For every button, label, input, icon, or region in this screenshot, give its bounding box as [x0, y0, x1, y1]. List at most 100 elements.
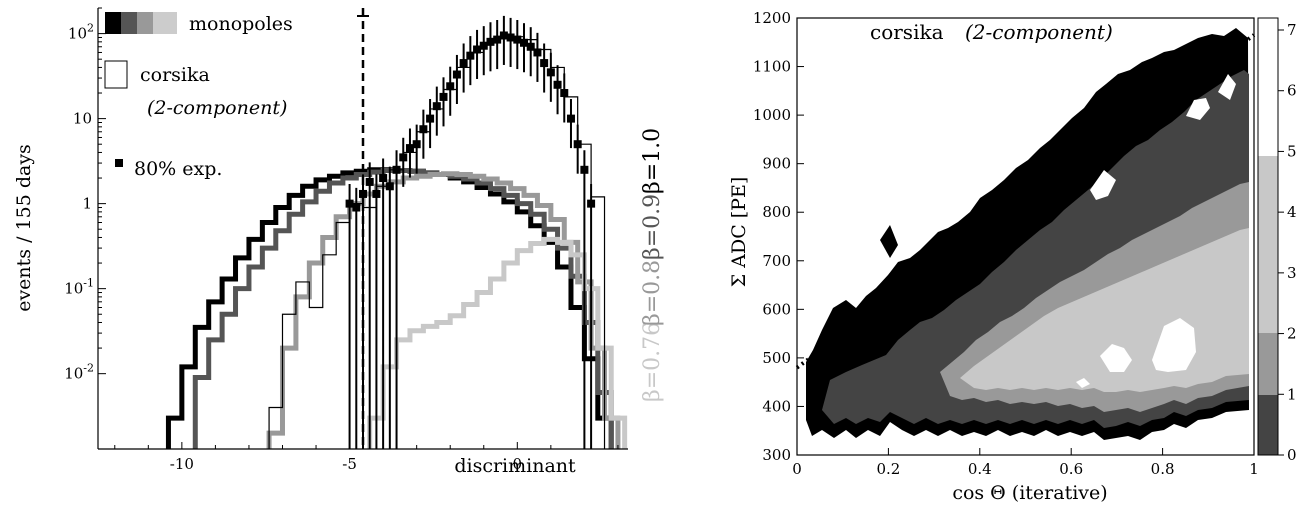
beta-label-0.9: β=0.9 [640, 194, 665, 260]
exp-point [546, 68, 555, 77]
exp-point [520, 38, 529, 47]
contour-title: corsika (2-component) [870, 20, 1113, 44]
contour-y-tick-label: 300 [762, 446, 791, 464]
contour-x-tick-label: 0 [792, 460, 802, 478]
contour-level-5 [1100, 344, 1132, 372]
contour-y-ticks: 300 400 500 600 700 800 900 1000 1100 1200 [753, 9, 804, 464]
exp-point [533, 48, 542, 57]
colorbar-band-4 [1258, 18, 1278, 156]
exp-point [553, 80, 562, 89]
y-axis-label: events / 155 days [13, 144, 35, 312]
colorbar-tick-label: 5 [1287, 142, 1297, 160]
x-ticks: -10 -5 0 [114, 442, 619, 473]
exp-point [359, 189, 367, 198]
exp-point [432, 102, 441, 111]
contour-x-ticks: 0 0.2 0.4 0.6 0.8 1 [792, 448, 1259, 478]
exp-point [412, 140, 421, 149]
colorbar-tick-label: 6 [1287, 82, 1297, 100]
contour-x-tick-label: 0.8 [1151, 460, 1175, 478]
contour-level-5-c [1076, 378, 1090, 388]
colorbar-frame [1257, 17, 1279, 456]
exp-point [580, 165, 589, 174]
contour-y-tick-label: 500 [762, 349, 791, 367]
x-tick-label: -5 [342, 455, 357, 473]
contour-y-tick-label: 600 [762, 300, 791, 318]
exp-point [446, 82, 455, 91]
contour-y-tick-label: 1200 [753, 9, 791, 27]
exp-point [399, 153, 408, 162]
y-tick-label: 102 [68, 22, 94, 43]
y-tick-label: 10-2 [64, 362, 94, 383]
contour-x-tick-label: 1 [1249, 460, 1259, 478]
colorbar: 0 1 2 3 4 5 6 7 [1257, 17, 1297, 464]
colorbar-tick-label: 2 [1287, 325, 1297, 343]
beta-label-1.0: β=1.0 [640, 128, 665, 194]
colorbar-band-3 [1258, 156, 1278, 333]
exp-point [365, 177, 374, 186]
legend-swatch-beta-0.8 [137, 12, 153, 34]
contour-gap-2 [1090, 170, 1116, 200]
cut-line [795, 33, 1256, 370]
contour-y-tick-label: 1100 [753, 58, 791, 76]
exp-point [479, 41, 488, 50]
exp-point [499, 31, 508, 40]
exp-point [426, 114, 435, 123]
contour-title-italic: (2-component) [965, 20, 1113, 44]
exp-point [439, 92, 448, 101]
exp-point [560, 89, 569, 98]
legend: monopoles corsika (2-component) 80% exp. [104, 12, 293, 180]
contour-gap-1 [1186, 98, 1210, 120]
legend-corsika: corsika [140, 64, 210, 86]
exp-point [385, 182, 394, 191]
contour-title-main: corsika [870, 20, 944, 44]
contour-regions [806, 28, 1249, 440]
y-tick-label: 1 [82, 195, 92, 213]
contour-y-tick-label: 700 [762, 252, 791, 270]
exp-point [459, 59, 468, 68]
exp-point [540, 59, 549, 68]
contour-y-axis-label: Σ ADC [PE] [728, 177, 750, 287]
x-axis-label: discriminant [454, 455, 576, 477]
y-tick-label: 10-1 [64, 277, 94, 298]
exp-point [405, 144, 414, 153]
contour-panel: 0 0.2 0.4 0.6 0.8 1 300 400 500 600 700 800 900 1000… [728, 9, 1297, 504]
contour-x-tick-label: 0.2 [876, 460, 900, 478]
colorbar-band-1 [1258, 395, 1278, 455]
contour-y-tick-label: 800 [762, 203, 791, 221]
colorbar-tick-label: 4 [1287, 203, 1297, 221]
histogram-panel: -10 -5 0 10-2 10-1 1 10 102 discriminant event… [13, 7, 665, 477]
exp-point [486, 37, 495, 46]
contour-x-axis-label: cos Θ (iterative) [952, 482, 1107, 504]
legend-corsika-sub: (2-component) [147, 97, 287, 119]
colorbar-band-2 [1258, 333, 1278, 395]
exp-point [452, 70, 461, 79]
histogram-plot-area [165, 8, 628, 449]
contour-island [880, 225, 898, 258]
contour-x-tick-label: 0.4 [968, 460, 992, 478]
contour-y-tick-label: 900 [762, 155, 791, 173]
legend-swatch-beta-1.0 [105, 12, 121, 34]
exp-point [419, 125, 428, 134]
x-tick-label: 0 [513, 455, 523, 473]
legend-swatch-beta-0.76 [153, 12, 177, 34]
contour-frame [796, 17, 1255, 456]
colorbar-ticks: 0 1 2 3 4 5 6 7 [1278, 21, 1297, 464]
x-tick-label: -10 [170, 455, 194, 473]
colorbar-tick-label: 7 [1287, 21, 1297, 39]
y-ticks: 10-2 10-1 1 10 102 [64, 7, 106, 383]
exp-point [493, 35, 502, 44]
beta-labels: β=0.76 β=0.8 β=0.9 β=1.0 [640, 128, 665, 402]
contour-x-tick-label: 0.6 [1059, 460, 1083, 478]
legend-exp: 80% exp. [134, 158, 222, 180]
legend-swatch-beta-0.9 [121, 12, 137, 34]
exp-point [473, 45, 482, 54]
exp-point [526, 42, 535, 51]
exp-point [587, 199, 596, 208]
exp-point [573, 140, 582, 149]
colorbar-tick-label: 0 [1287, 446, 1297, 464]
exp-point [372, 189, 381, 198]
legend-swatch-corsika [104, 60, 128, 89]
series--0.8 [266, 171, 621, 449]
exp-point [506, 33, 515, 42]
